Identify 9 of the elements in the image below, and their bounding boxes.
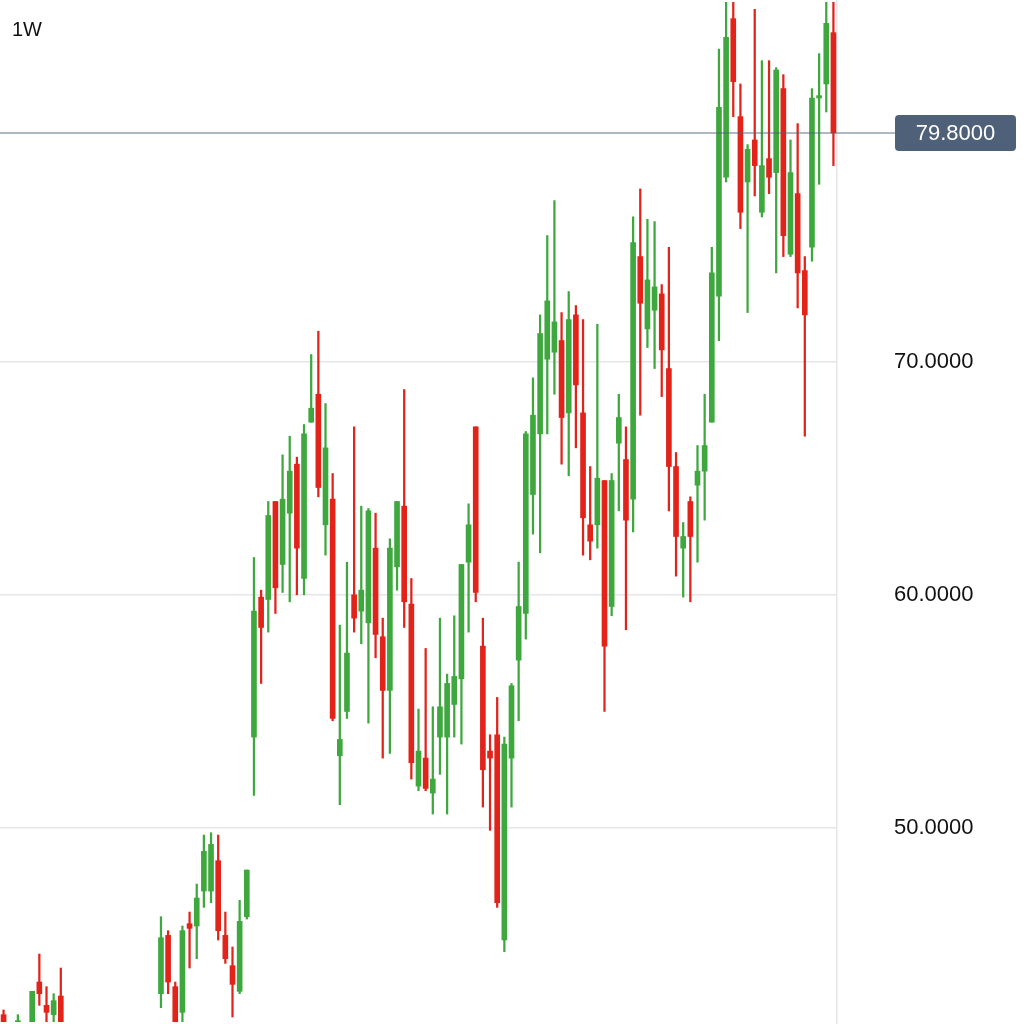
text: 1W [12,17,43,40]
candlestick [186,911,193,969]
ref-line-label: 79.8000 [915,120,996,146]
candlestick [229,946,236,1018]
candlestick [43,986,50,1022]
y-tick-label: 70.0000 [894,347,974,373]
candlestick [694,445,701,563]
y-tick-label: 50.0000 [894,814,974,840]
y-tick-label: 60.0000 [894,580,974,606]
